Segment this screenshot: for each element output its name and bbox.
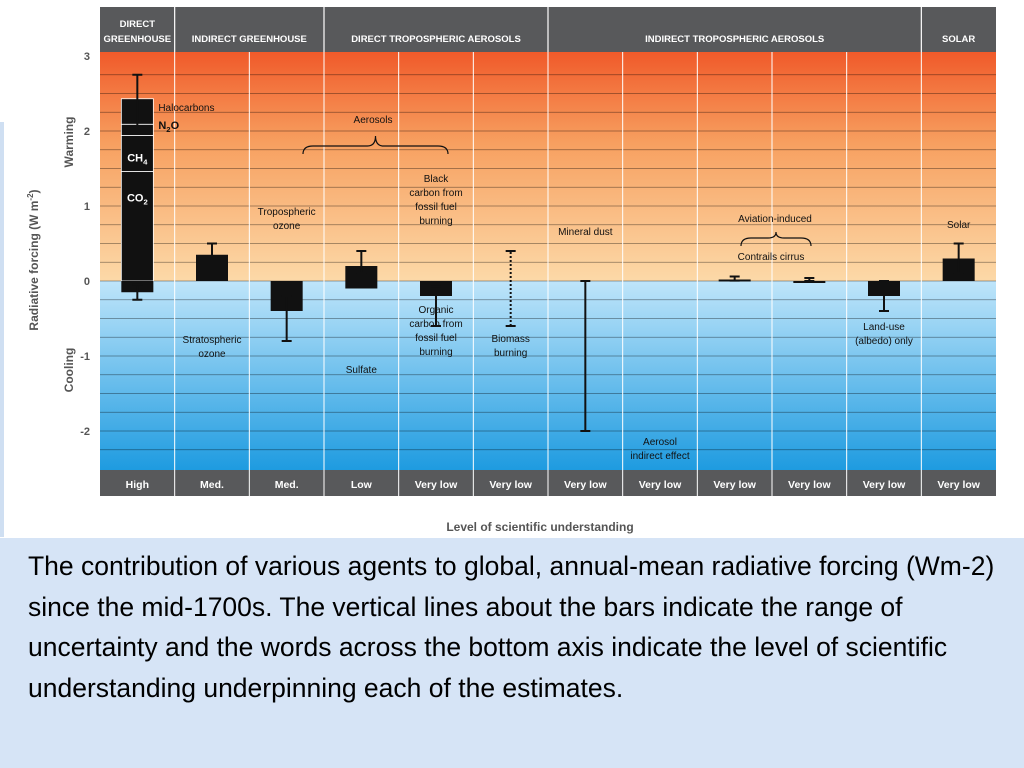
aerosols-brace [302, 135, 449, 155]
y-axis-title: Radiative forcing (W m-2) [26, 189, 41, 330]
y-tick-label: 3 [84, 51, 90, 63]
y-tick-label: 1 [84, 201, 90, 213]
group-header-line: GREENHOUSE [104, 34, 172, 45]
understanding-label: Med. [275, 479, 299, 491]
ch4-label: CH4 [127, 153, 148, 167]
forcing-bar [345, 281, 378, 289]
n2o-label-sub: 2 [166, 125, 170, 134]
aviation-brace [740, 231, 812, 247]
radiative-forcing-chart: DIRECT GREENHOUSE INDIRECT GREENHOUSE DIREC… [26, 7, 996, 534]
group-header-line: DIRECT [120, 19, 156, 30]
annotation-black-carbon: Black [424, 174, 449, 185]
annotation-solar: Solar [947, 220, 971, 231]
annotation-black-carbon: fossil fuel [415, 202, 457, 213]
annotation-land-use: (albedo) only [855, 336, 913, 347]
co2-label-main: CO [127, 193, 144, 205]
annotation-biomass-burning: Biomass [491, 334, 529, 345]
x-axis-title: Level of scientific understanding [446, 520, 633, 534]
understanding-label: High [126, 479, 149, 491]
annotation-mineral-dust: Mineral dust [558, 227, 613, 238]
understanding-label: Very low [489, 479, 532, 491]
understanding-label: Very low [788, 479, 831, 491]
y-axis-title-close: ) [27, 189, 41, 193]
ch4-label-sub: 4 [143, 158, 148, 167]
annotation-black-carbon: burning [419, 216, 452, 227]
halocarbons-label: Halocarbons [158, 103, 214, 114]
understanding-labels: High Med. Med. Low Very low Very low Very low V… [126, 479, 981, 491]
annotation-aviation-induced: Aviation-induced [738, 214, 812, 225]
understanding-label: Very low [937, 479, 980, 491]
annotation-black-carbon: carbon from [409, 188, 462, 199]
co2-label: CO2 [127, 193, 148, 207]
group-headers: DIRECT GREENHOUSE INDIRECT GREENHOUSE DIREC… [104, 7, 975, 52]
annotation-aerosols: Aerosols [354, 115, 393, 126]
annotation-contrails-cirrus: Contrails cirrus [738, 252, 805, 263]
caption-panel [0, 538, 1024, 768]
understanding-label: Low [351, 479, 373, 491]
annotation-sulfate: Sulfate [346, 365, 378, 376]
y-tick-label: -1 [80, 351, 90, 363]
annotations: CO2CH4N2OHalocarbonsStratosphericozoneTr… [127, 103, 971, 462]
left-edge-strip [0, 122, 4, 537]
annotation-biomass-burning: burning [494, 348, 527, 359]
y-axis-title-main: Radiative forcing (W m [27, 201, 41, 331]
understanding-label: Very low [639, 479, 682, 491]
understanding-label: Med. [200, 479, 224, 491]
understanding-label: Very low [564, 479, 607, 491]
annotation-tropospheric-ozone: ozone [273, 221, 301, 232]
n2o-label-post: O [171, 120, 180, 132]
warming-label: Warming [62, 117, 76, 168]
y-tick-label: 2 [84, 126, 90, 138]
ghg-segment [120, 135, 154, 172]
caption-text: The contribution of various agents to gl… [28, 551, 995, 703]
annotation-organic-carbon: burning [419, 347, 452, 358]
annotation-tropospheric-ozone: Tropospheric [258, 207, 316, 218]
ghg-segment [120, 171, 154, 282]
y-axis: 3 2 1 0 -1 -2 [80, 51, 90, 438]
annotation-aerosol-indirect: indirect effect [630, 451, 690, 462]
annotation-stratospheric-ozone: Stratospheric [183, 335, 242, 346]
annotation-aerosol-indirect: Aerosol [643, 437, 677, 448]
ch4-label-main: CH [127, 153, 143, 165]
understanding-label: Very low [863, 479, 906, 491]
understanding-label: Very low [415, 479, 458, 491]
annotation-organic-carbon: fossil fuel [415, 333, 457, 344]
annotation-land-use: Land-use [863, 322, 905, 333]
annotation-stratospheric-ozone: ozone [198, 349, 226, 360]
column-separators [174, 52, 922, 496]
annotation-organic-carbon: carbon from [409, 319, 462, 330]
y-tick-label: -2 [80, 426, 90, 438]
n2o-label: N2O [158, 120, 179, 134]
group-header-label: INDIRECT GREENHOUSE [192, 34, 307, 45]
annotation-organic-carbon: Organic [418, 305, 453, 316]
understanding-label: Very low [713, 479, 756, 491]
cooling-label: Cooling [62, 348, 76, 393]
bars [120, 73, 975, 432]
n2o-label-main: N [158, 120, 166, 132]
group-header-label: SOLAR [942, 34, 975, 45]
group-header-label: DIRECT TROPOSPHERIC AEROSOLS [351, 34, 521, 45]
group-header-label: INDIRECT TROPOSPHERIC AEROSOLS [645, 34, 824, 45]
y-tick-label: 0 [84, 276, 90, 288]
y-axis-title-sup: -2 [26, 193, 35, 201]
co2-label-sub: 2 [143, 198, 147, 207]
